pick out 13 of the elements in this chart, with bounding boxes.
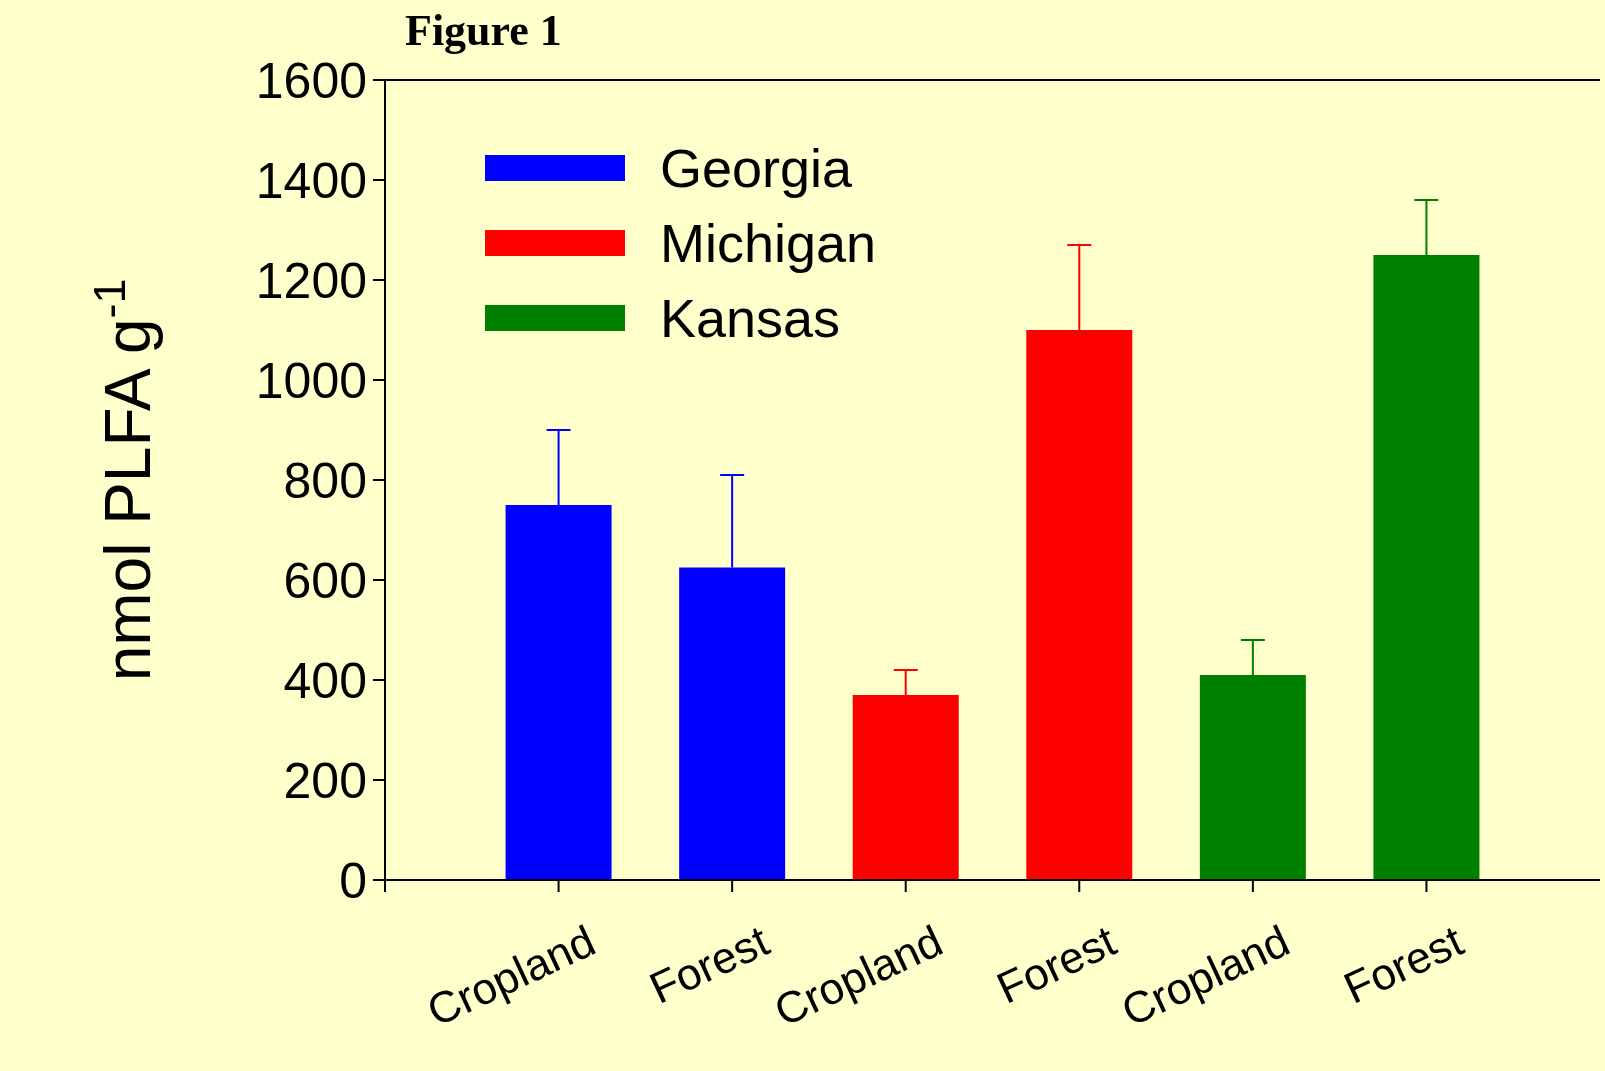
y-tick-label: 1200 [255, 252, 367, 309]
y-tick-label: 800 [283, 452, 367, 509]
legend-label: Michigan [660, 212, 877, 273]
chart-title: Figure 1 [405, 6, 562, 55]
y-tick-label: 1400 [255, 152, 367, 209]
y-tick-label: 0 [339, 852, 367, 909]
legend-label: Georgia [660, 137, 854, 198]
y-tick-label: 1600 [255, 52, 367, 109]
y-tick-label: 400 [283, 652, 367, 709]
y-tick-label: 600 [283, 552, 367, 609]
legend-label: Kansas [660, 287, 841, 348]
y-tick-label: 1000 [255, 352, 367, 409]
y-tick-label: 200 [283, 752, 367, 809]
